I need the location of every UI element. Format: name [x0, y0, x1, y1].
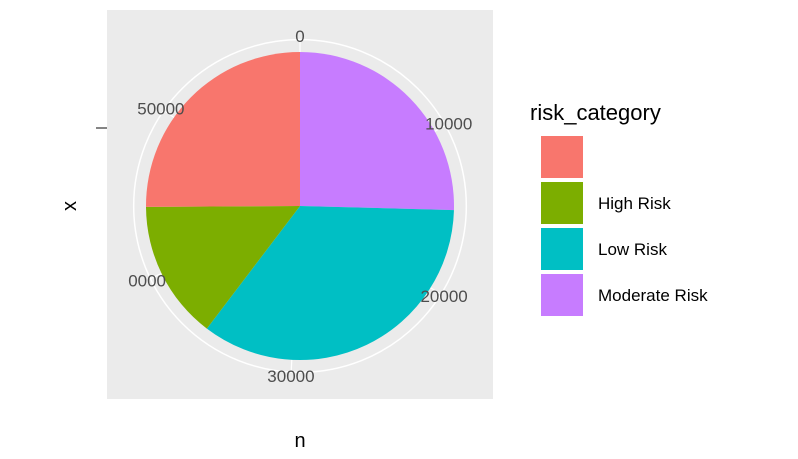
- theta-tick-label: 0: [295, 27, 304, 46]
- legend-label: High Risk: [598, 194, 671, 213]
- theta-tick-label: 50000: [137, 99, 184, 118]
- y-axis-title: x: [59, 201, 81, 211]
- theta-tick-label: 20000: [420, 287, 467, 306]
- legend-swatch: [541, 274, 583, 316]
- pie-slice-unlabeled: [146, 52, 300, 207]
- legend-swatch: [541, 228, 583, 270]
- legend: risk_category High Risk Low Risk Moderate …: [530, 100, 708, 316]
- pie-slice-low-risk: [206, 206, 454, 360]
- x-axis-title: n: [294, 430, 305, 452]
- pie-slice-moderate-risk: [300, 52, 454, 211]
- grid-circle: [132, 38, 468, 374]
- legend-items: High Risk Low Risk Moderate Risk: [541, 136, 708, 316]
- theta-tick-label: 10000: [425, 115, 472, 134]
- legend-label: Moderate Risk: [598, 286, 708, 305]
- theta-ticks: 0 10000 20000 30000 0000 50000: [128, 27, 472, 386]
- theta-tick-label: 0000: [128, 271, 166, 290]
- legend-swatch: [541, 136, 583, 178]
- pie-slice-high-risk: [146, 206, 300, 329]
- theta-tick-label: 30000: [267, 367, 314, 386]
- legend-swatch: [541, 182, 583, 224]
- legend-label: Low Risk: [598, 240, 667, 259]
- slices-layer: [146, 52, 454, 360]
- legend-title: risk_category: [530, 100, 661, 125]
